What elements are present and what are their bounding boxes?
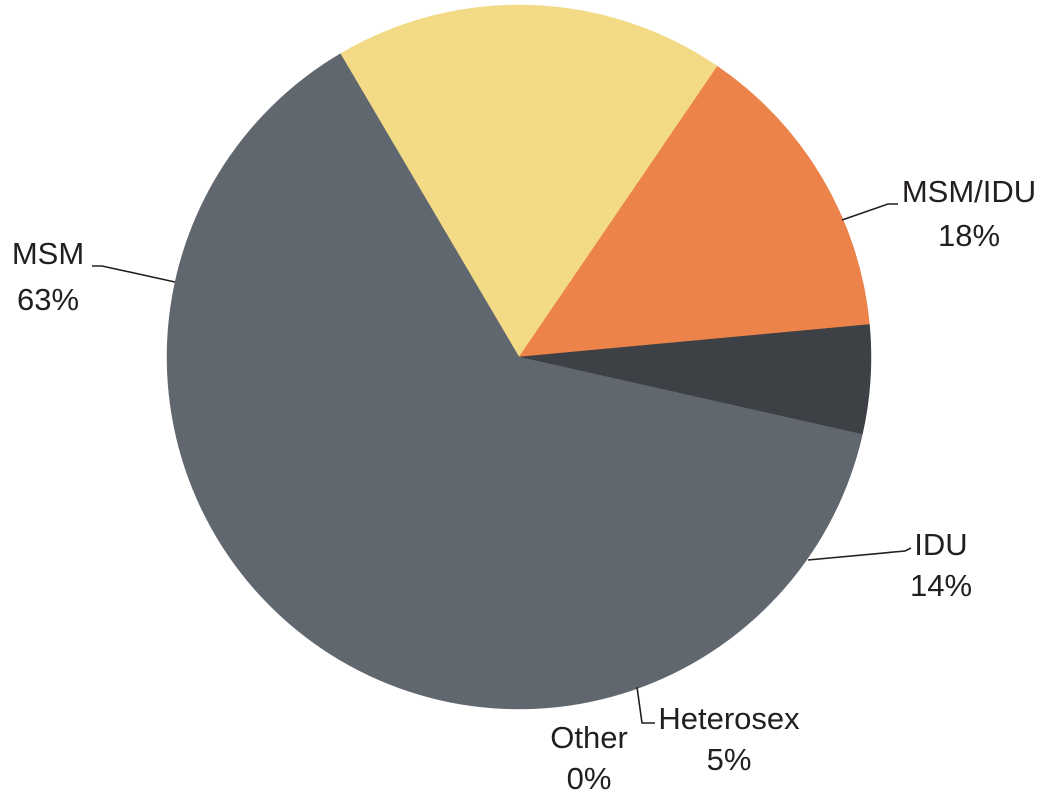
slice-value-msm-idu: 18% [938,218,1000,253]
leader-line-msm [92,265,176,283]
leader-lines [92,203,912,724]
slice-value-msm: 63% [17,282,79,317]
pie-slices [166,4,872,710]
slice-label-other: Other [550,720,628,755]
slice-label-heterosex: Heterosex [658,701,800,736]
pie-slice-idu [518,65,870,358]
slice-value-idu: 14% [910,568,972,603]
slice-value-heterosex: 5% [707,742,752,777]
leader-line-msm-idu [841,203,898,221]
leader-line-idu [807,547,912,561]
slice-label-msm-idu: MSM/IDU [902,174,1036,209]
slice-label-msm: MSM [12,236,84,271]
pie-slice-msm-idu [340,4,718,358]
pie-slice-msm [166,53,863,710]
slice-value-other: 0% [567,761,612,796]
leader-line-heterosex [636,686,655,724]
slice-labels: MSM/IDU 18% IDU 14% Heterosex 5% Other 0… [12,174,1036,796]
slice-label-idu: IDU [914,527,967,562]
